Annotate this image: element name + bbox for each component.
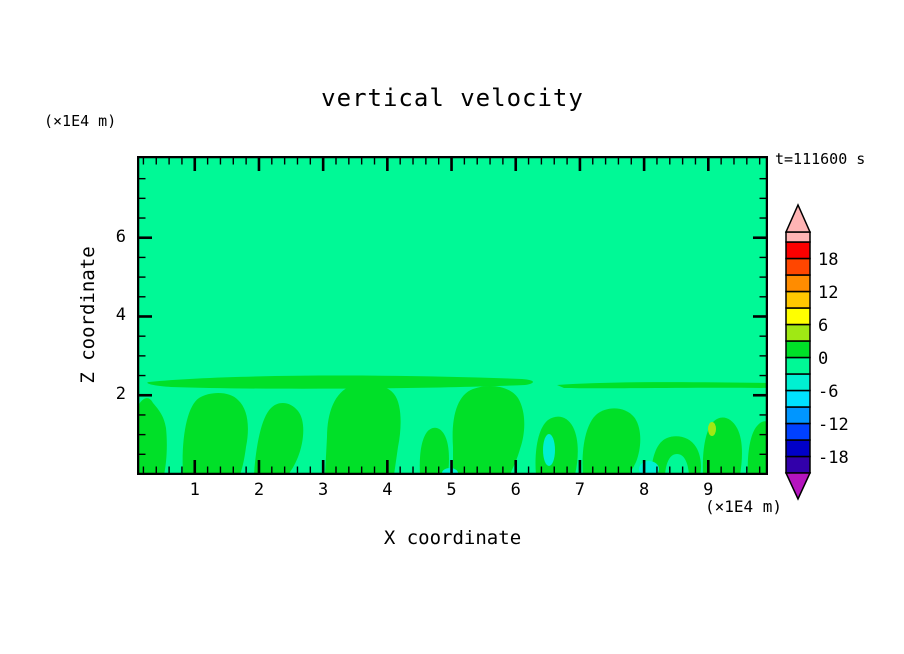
y-tick-label: 6 [115,226,126,247]
colorbar-tick-label: -6 [818,381,839,402]
contour-plot [136,155,769,476]
x-tick-label: 4 [382,480,393,500]
x-tick-label: 6 [510,480,521,500]
y-axis-unit-label: (×1E4 m) [44,112,117,130]
colorbar-tick-label: 6 [818,315,829,336]
x-tick-label: 9 [703,480,714,500]
colorbar [780,198,890,508]
y-tick-label: 2 [115,384,126,405]
x-tick-label: 2 [253,480,265,500]
x-tick-label: 7 [574,480,586,500]
y-tick-label: 4 [115,305,126,326]
colorbar-svg [784,203,812,501]
x-tick-label: 5 [446,480,457,500]
x-tick-label: 8 [638,480,650,500]
colorbar-tick-label: 0 [818,348,829,369]
colorbar-tick-label: -18 [818,447,849,468]
x-axis-unit-label: (×1E4 m) [704,497,782,516]
x-tick-label: 3 [318,480,329,500]
x-tick-label: 1 [189,480,200,500]
plot-area [136,155,769,476]
x-axis-title: X coordinate [383,527,522,549]
colorbar-tick-label: -12 [818,414,849,435]
time-annotation: t=111600 s [775,150,866,168]
colorbar-tick-label: 12 [818,282,839,303]
chart-title: vertical velocity [321,84,584,112]
colorbar-tick-label: 18 [818,249,839,270]
